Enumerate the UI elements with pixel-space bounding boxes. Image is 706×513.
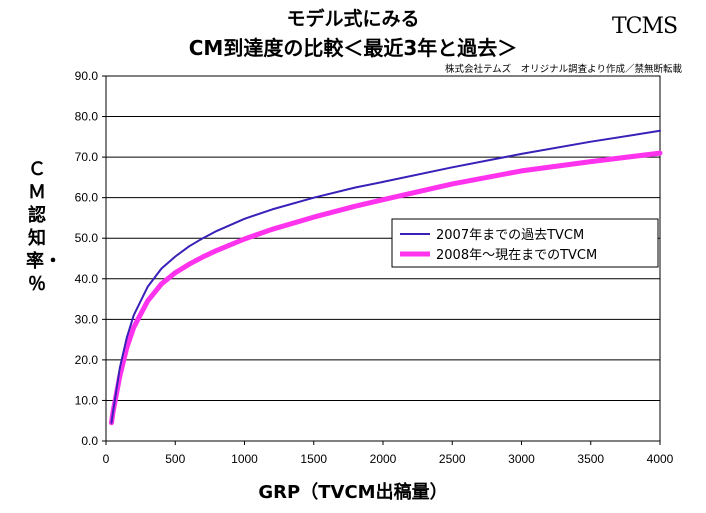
series-line-0 — [110, 129, 661, 424]
y-tick-label: 50.0 — [75, 231, 99, 245]
legend-box — [391, 218, 659, 268]
x-tick-label: 1500 — [300, 452, 327, 466]
x-axis-ticks: 0 500 1000 1500 2000 2500 3000 3500 4000 — [103, 441, 674, 466]
y-tick-label: 40.0 — [75, 272, 99, 286]
x-tick-label: 3500 — [577, 452, 604, 466]
x-tick-label: 1000 — [231, 452, 258, 466]
x-tick-label: 500 — [165, 452, 185, 466]
y-tick-label: 60.0 — [75, 191, 99, 205]
chart-title-line2: CM到達度の比較＜最近3年と過去＞ — [188, 36, 518, 60]
x-tick-label: 2000 — [370, 452, 397, 466]
x-axis-label: GRP（TVCM出稿量） — [258, 482, 448, 503]
y-axis-ticks: 0.0 10.0 20.0 30.0 40.0 50.0 60.0 70.0 80.0 90.0 — [75, 69, 106, 448]
chart-title-line1: モデル式にみる — [286, 8, 420, 30]
x-tick-label: 0 — [103, 452, 110, 466]
legend-label-0: 2007年までの過去TVCM — [436, 228, 584, 243]
y-tick-label: 20.0 — [75, 353, 99, 367]
y-tick-label: 30.0 — [75, 312, 99, 326]
legend: 2007年までの過去TVCM 2008年～現在までのTVCM — [391, 218, 659, 268]
x-tick-label: 4000 — [647, 452, 674, 466]
y-tick-label: 10.0 — [75, 393, 99, 407]
x-tick-label: 2500 — [439, 452, 466, 466]
chart-subtitle: 株式会社テムズ オリジナル調査より作成／禁無断転載 — [444, 64, 682, 75]
series-layer — [109, 129, 663, 426]
y-tick-label: 70.0 — [75, 150, 99, 164]
x-tick-label: 3000 — [508, 452, 535, 466]
y-tick-label: 80.0 — [75, 110, 99, 124]
y-axis-label: ＣＭ認知率・％ — [26, 159, 62, 295]
tcms-logo: TCMS — [612, 14, 678, 39]
legend-label-1: 2008年～現在までのTVCM — [436, 248, 597, 263]
y-tick-label: 0.0 — [81, 434, 98, 448]
y-tick-label: 90.0 — [75, 69, 99, 83]
series-line-1 — [109, 150, 663, 426]
